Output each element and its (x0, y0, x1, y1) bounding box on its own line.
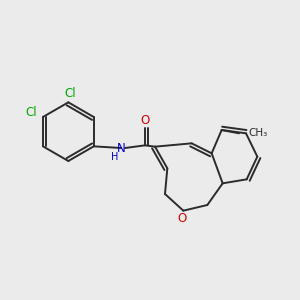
Text: CH₃: CH₃ (248, 128, 268, 138)
Text: Cl: Cl (64, 86, 76, 100)
Text: Cl: Cl (26, 106, 37, 119)
Text: H: H (111, 152, 119, 162)
Text: N: N (117, 142, 125, 154)
Text: O: O (177, 212, 186, 226)
Text: O: O (140, 114, 150, 127)
